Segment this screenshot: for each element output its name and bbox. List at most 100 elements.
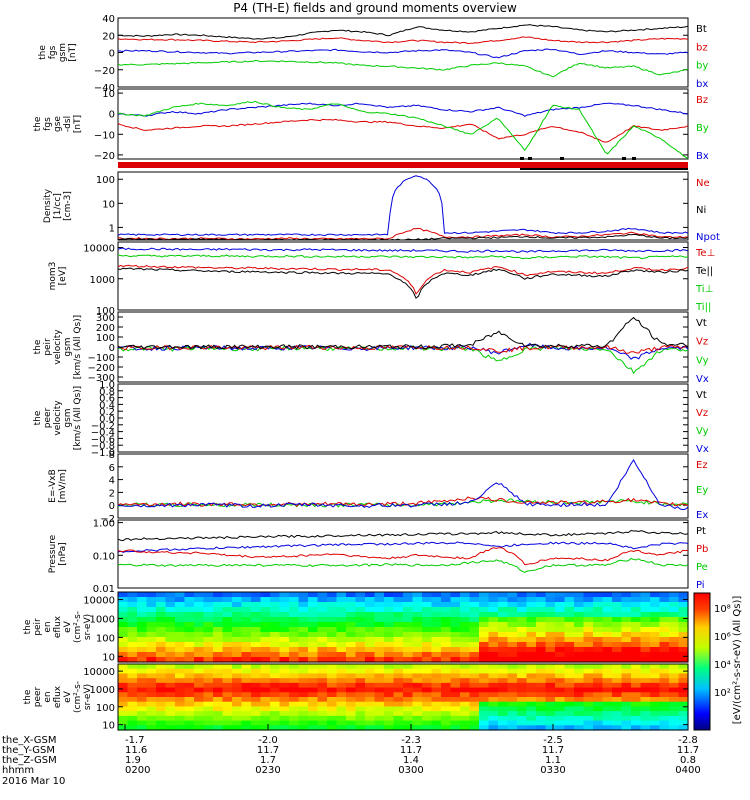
spectrogram-cell [260, 622, 271, 628]
spectrogram-cell [564, 597, 575, 603]
spectrogram-cell [659, 692, 670, 698]
spectrogram-cell [279, 701, 290, 708]
spectrogram-cell [336, 678, 347, 684]
spectrogram-cell [156, 652, 167, 658]
series-line [117, 175, 689, 237]
spectrogram-cell [260, 725, 271, 731]
spectrogram-cell [260, 678, 271, 684]
spectrogram-cell [621, 597, 632, 603]
spectrogram-cell [270, 647, 281, 653]
spectrogram-cell [317, 627, 328, 633]
spectrogram-cell [536, 647, 547, 653]
spectrogram-cell [393, 682, 404, 689]
spectrogram-cell [165, 607, 176, 613]
spectrogram-cell [659, 642, 670, 648]
spectrogram-cell [365, 711, 376, 717]
spectrogram-cell [431, 673, 442, 679]
spectrogram-cell [593, 592, 604, 598]
spectrogram-cell [431, 652, 442, 658]
spectrogram-cell [127, 678, 138, 684]
spectrogram-cell [631, 592, 642, 598]
spectrogram-cell [602, 647, 613, 653]
spectrogram-cell [431, 657, 442, 663]
spectrogram-cell [203, 632, 214, 638]
spectrogram-cell [146, 617, 157, 623]
spectrogram-cell [564, 701, 575, 708]
spectrogram-cell [203, 673, 214, 679]
spectrogram-cell [327, 673, 338, 679]
spectrogram-cell [289, 622, 300, 628]
spectrogram-cell [669, 652, 680, 658]
spectrogram-cell [564, 657, 575, 663]
spectrogram-cell [621, 657, 632, 663]
spectrogram-cell [270, 607, 281, 613]
spectrogram-cell [222, 607, 233, 613]
spectrogram-cell [165, 647, 176, 653]
spectrogram-cell [289, 607, 300, 613]
spectrogram-cell [583, 697, 594, 703]
spectrogram-cell [365, 617, 376, 623]
spectrogram-cell [602, 697, 613, 703]
spectrogram-cell [612, 668, 623, 675]
y-tick-label: 10 [102, 89, 115, 100]
y-tick-label: 1.0 [99, 380, 115, 391]
spectrogram-cell [650, 711, 661, 717]
spectrogram-cell [118, 668, 129, 675]
spectrogram-cell [631, 715, 642, 722]
spectrogram-cell [631, 668, 642, 675]
spectrogram-cell [612, 715, 623, 722]
spectrogram-cell [327, 678, 338, 684]
spectrogram-cell [203, 720, 214, 726]
spectrogram-cell [260, 701, 271, 708]
spectrogram-cell [431, 692, 442, 698]
spectrogram-cell [146, 687, 157, 693]
spectrogram-cell [241, 607, 252, 613]
spectrogram-cell [336, 657, 347, 663]
spectrogram-cell [393, 673, 404, 679]
spectrogram-cell [137, 637, 148, 643]
spectrogram-cell [574, 622, 585, 628]
spectrogram-cell [222, 647, 233, 653]
spectrogram-cell [156, 607, 167, 613]
spectrogram-cell [488, 687, 499, 693]
spectrogram-cell [583, 612, 594, 618]
spectrogram-cell [422, 697, 433, 703]
y-axis-label: gsm [63, 337, 73, 356]
spectrogram-cell [659, 697, 670, 703]
legend-entry: by [696, 61, 708, 72]
footer-date: 2016 Mar 10 [2, 776, 65, 787]
series-line [117, 316, 689, 350]
footer-value: 1.1 [545, 755, 561, 766]
spectrogram-cell [213, 725, 224, 731]
spectrogram-cell [640, 664, 651, 670]
spectrogram-cell [175, 687, 186, 693]
spectrogram-cell [593, 597, 604, 603]
spectrogram-cell [612, 664, 623, 670]
spectrogram-cell [203, 725, 214, 731]
spectrogram-cell [156, 715, 167, 722]
spectrogram-cell [222, 597, 233, 603]
spectrogram-cell [165, 720, 176, 726]
spectrogram-cell [612, 706, 623, 712]
spectrogram-cell [640, 642, 651, 648]
spectrogram-cell [165, 622, 176, 628]
spectrogram-cell [384, 627, 395, 633]
spectrogram-cell [403, 617, 414, 623]
spectrogram-cell [355, 664, 366, 670]
spectrogram-cell [232, 627, 243, 633]
spectrogram-cell [669, 612, 680, 618]
spectrogram-cell [612, 673, 623, 679]
spectrogram-cell [194, 664, 205, 670]
spectrogram-cell [222, 678, 233, 684]
spectrogram-cell [545, 632, 556, 638]
spectrogram-cell [678, 612, 689, 618]
spectrogram-cell [669, 647, 680, 653]
spectrogram-cell [241, 668, 252, 675]
spectrogram-cell [270, 678, 281, 684]
spectrogram-cell [241, 622, 252, 628]
spectrogram-cell [336, 607, 347, 613]
spectrogram-cell [270, 701, 281, 708]
spectrogram-cell [232, 701, 243, 708]
spectrogram-cell [298, 652, 309, 658]
